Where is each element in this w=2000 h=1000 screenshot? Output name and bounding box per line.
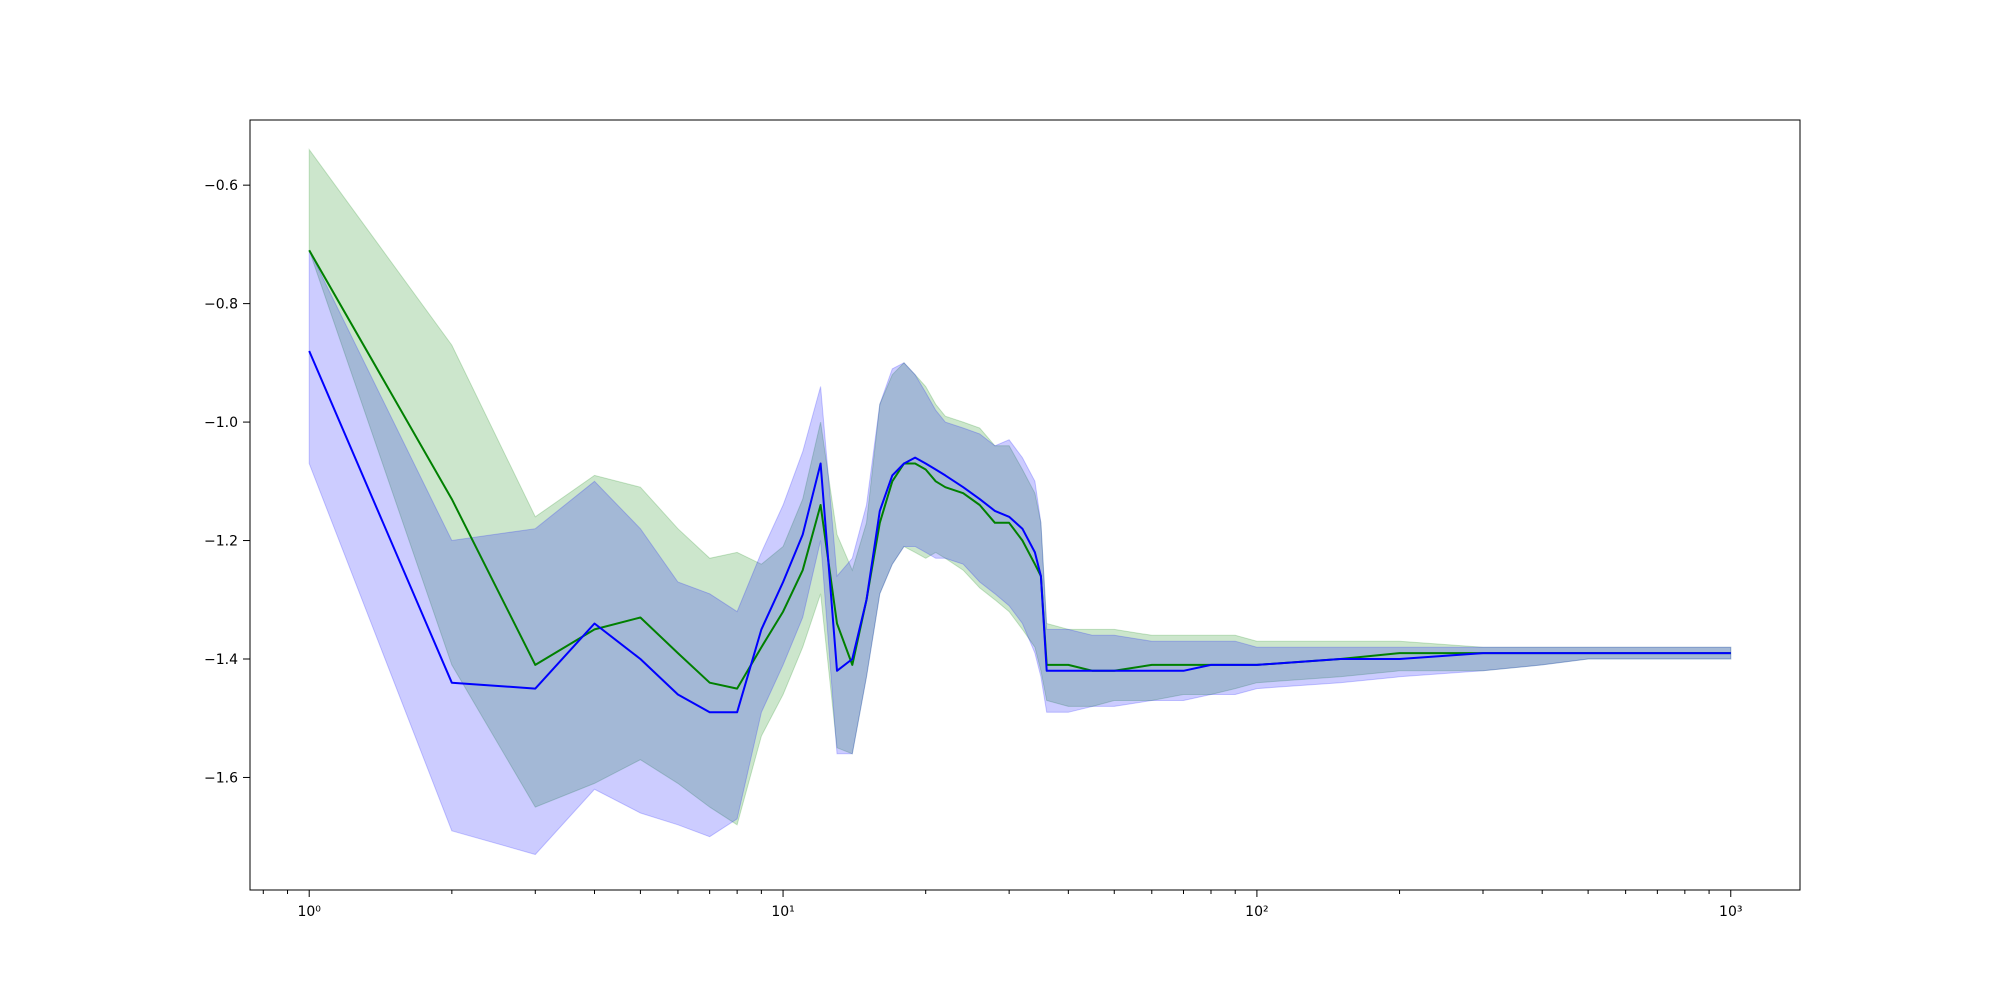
y-tick-label: −1.0 xyxy=(204,415,238,431)
y-tick-label: −0.8 xyxy=(204,297,238,313)
y-tick-label: −1.4 xyxy=(204,652,238,668)
line-series-2 xyxy=(308,350,1731,714)
x-tick-label: 10¹ xyxy=(771,904,794,920)
y-tick-label: −1.2 xyxy=(204,534,238,550)
plot-frame xyxy=(249,119,1801,891)
y-tick-label: −1.6 xyxy=(204,770,238,786)
x-axis: 10⁰ 10¹ 10² 10³ xyxy=(262,890,1742,920)
x-tick-label: 10⁰ xyxy=(297,904,321,920)
band-series-2 xyxy=(308,250,1732,856)
y-axis: −0.6 −0.8 −1.0 −1.2 −1.4 −1.6 xyxy=(204,178,250,786)
x-tick-label: 10² xyxy=(1245,904,1268,920)
x-tick-label: 10³ xyxy=(1719,904,1742,920)
y-tick-label: −0.6 xyxy=(204,178,238,194)
series-lines xyxy=(308,249,1731,714)
